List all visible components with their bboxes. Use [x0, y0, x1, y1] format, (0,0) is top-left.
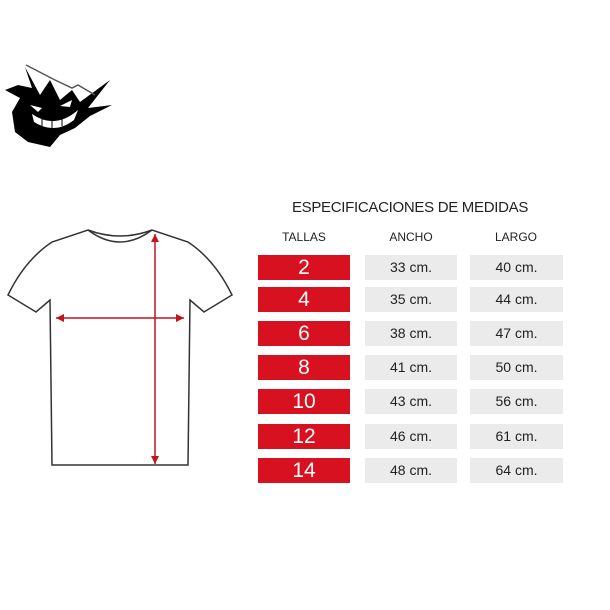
- ancho-cell: 33 cm.: [365, 255, 457, 280]
- largo-cell: 56 cm.: [470, 389, 563, 414]
- ancho-cell: 43 cm.: [365, 389, 457, 414]
- largo-cell: 61 cm.: [470, 424, 563, 449]
- ancho-cell: 46 cm.: [365, 424, 457, 449]
- page-title: ESPECIFICACIONES DE MEDIDAS: [291, 199, 529, 216]
- header-tallas: TALLAS: [282, 230, 326, 244]
- largo-cell: 50 cm.: [470, 355, 563, 380]
- size-cell: 14: [258, 458, 350, 483]
- header-ancho: ANCHO: [389, 230, 433, 244]
- size-cell: 4: [258, 287, 350, 312]
- largo-cell: 40 cm.: [470, 255, 563, 280]
- ancho-cell: 35 cm.: [365, 287, 457, 312]
- size-cell: 6: [258, 321, 350, 346]
- ancho-cell: 41 cm.: [365, 355, 457, 380]
- largo-cell: 64 cm.: [470, 458, 563, 483]
- largo-cell: 44 cm.: [470, 287, 563, 312]
- tshirt-diagram-icon: [7, 229, 233, 466]
- largo-cell: 47 cm.: [470, 321, 563, 346]
- header-largo: LARGO: [494, 230, 537, 244]
- ghost-logo-icon: [5, 64, 112, 147]
- size-cell: 2: [258, 255, 350, 280]
- size-cell: 10: [258, 389, 350, 414]
- ancho-cell: 48 cm.: [365, 458, 457, 483]
- size-cell: 8: [258, 355, 350, 380]
- ancho-cell: 38 cm.: [365, 321, 457, 346]
- size-cell: 12: [258, 424, 350, 449]
